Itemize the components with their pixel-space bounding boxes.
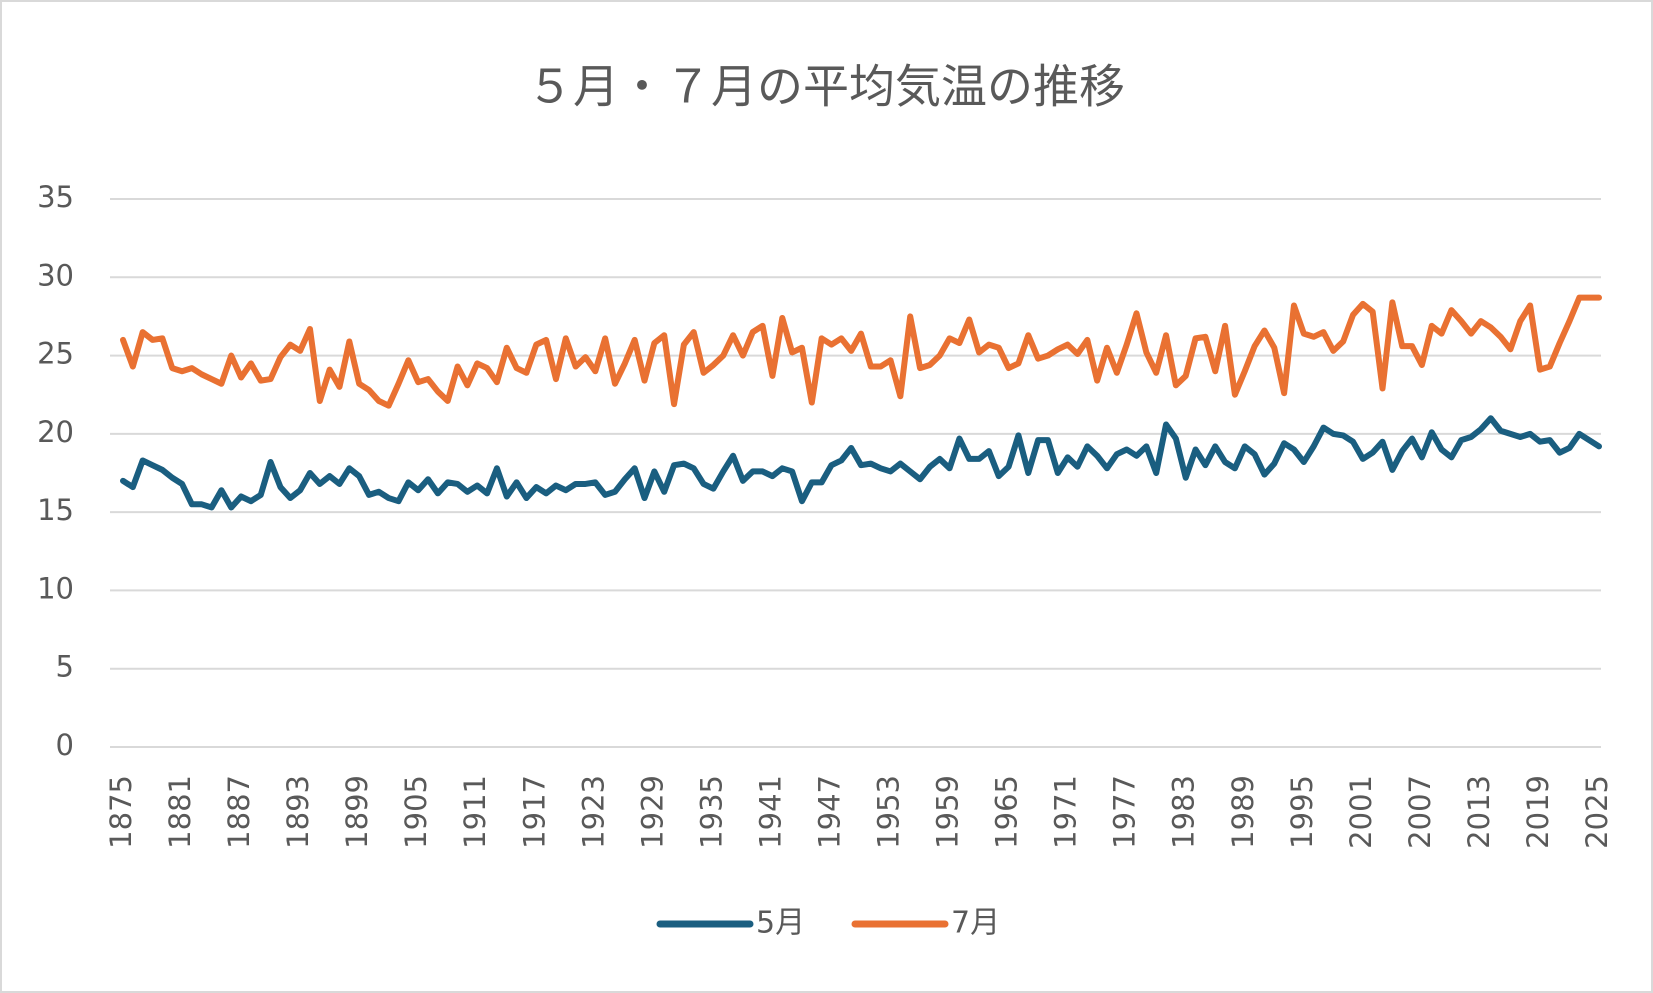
x-tick-label: 1935 bbox=[694, 775, 728, 849]
x-tick-label: 1977 bbox=[1108, 775, 1142, 849]
x-tick-label: 1929 bbox=[635, 775, 669, 849]
y-tick-label: 35 bbox=[37, 180, 74, 214]
x-tick-label: 2007 bbox=[1403, 775, 1437, 849]
x-tick-label: 1947 bbox=[812, 775, 846, 849]
x-tick-label: 1995 bbox=[1285, 775, 1319, 849]
x-tick-label: 1917 bbox=[517, 775, 551, 849]
x-tick-label: 1893 bbox=[281, 775, 315, 849]
y-tick-label: 0 bbox=[56, 728, 74, 762]
chart-title: ５月・７月の平均気温の推移 bbox=[527, 60, 1125, 114]
y-tick-label: 5 bbox=[56, 650, 74, 684]
y-tick-label: 30 bbox=[37, 258, 74, 292]
x-tick-label: 1959 bbox=[931, 775, 965, 849]
x-tick-label: 2001 bbox=[1344, 775, 1378, 849]
x-tick-label: 1965 bbox=[990, 775, 1024, 849]
x-tick-label: 1881 bbox=[163, 775, 197, 849]
x-tick-label: 1971 bbox=[1049, 775, 1083, 849]
x-tick-label: 1953 bbox=[872, 775, 906, 849]
y-tick-label: 25 bbox=[37, 337, 74, 371]
x-tick-label: 1983 bbox=[1167, 775, 1201, 849]
x-tick-label: 1989 bbox=[1226, 775, 1260, 849]
x-tick-label: 1887 bbox=[222, 775, 256, 849]
legend-label: 7月 bbox=[951, 906, 1000, 941]
x-tick-label: 1923 bbox=[576, 775, 610, 849]
data-line bbox=[120, 294, 1602, 409]
x-tick-label: 1911 bbox=[458, 775, 492, 849]
x-tick-label: 1941 bbox=[753, 775, 787, 849]
x-tick-label: 1905 bbox=[399, 775, 433, 849]
x-tick-label: 2025 bbox=[1580, 775, 1614, 849]
data-line bbox=[120, 415, 1602, 511]
legend-label: 5月 bbox=[756, 906, 805, 941]
y-tick-label: 15 bbox=[37, 493, 74, 527]
y-tick-label: 20 bbox=[37, 415, 74, 449]
x-tick-label: 1899 bbox=[340, 775, 374, 849]
x-tick-label: 2019 bbox=[1521, 775, 1555, 849]
x-tick-label: 1875 bbox=[104, 775, 138, 849]
x-tick-label: 2013 bbox=[1462, 775, 1496, 849]
y-tick-label: 10 bbox=[37, 571, 74, 605]
